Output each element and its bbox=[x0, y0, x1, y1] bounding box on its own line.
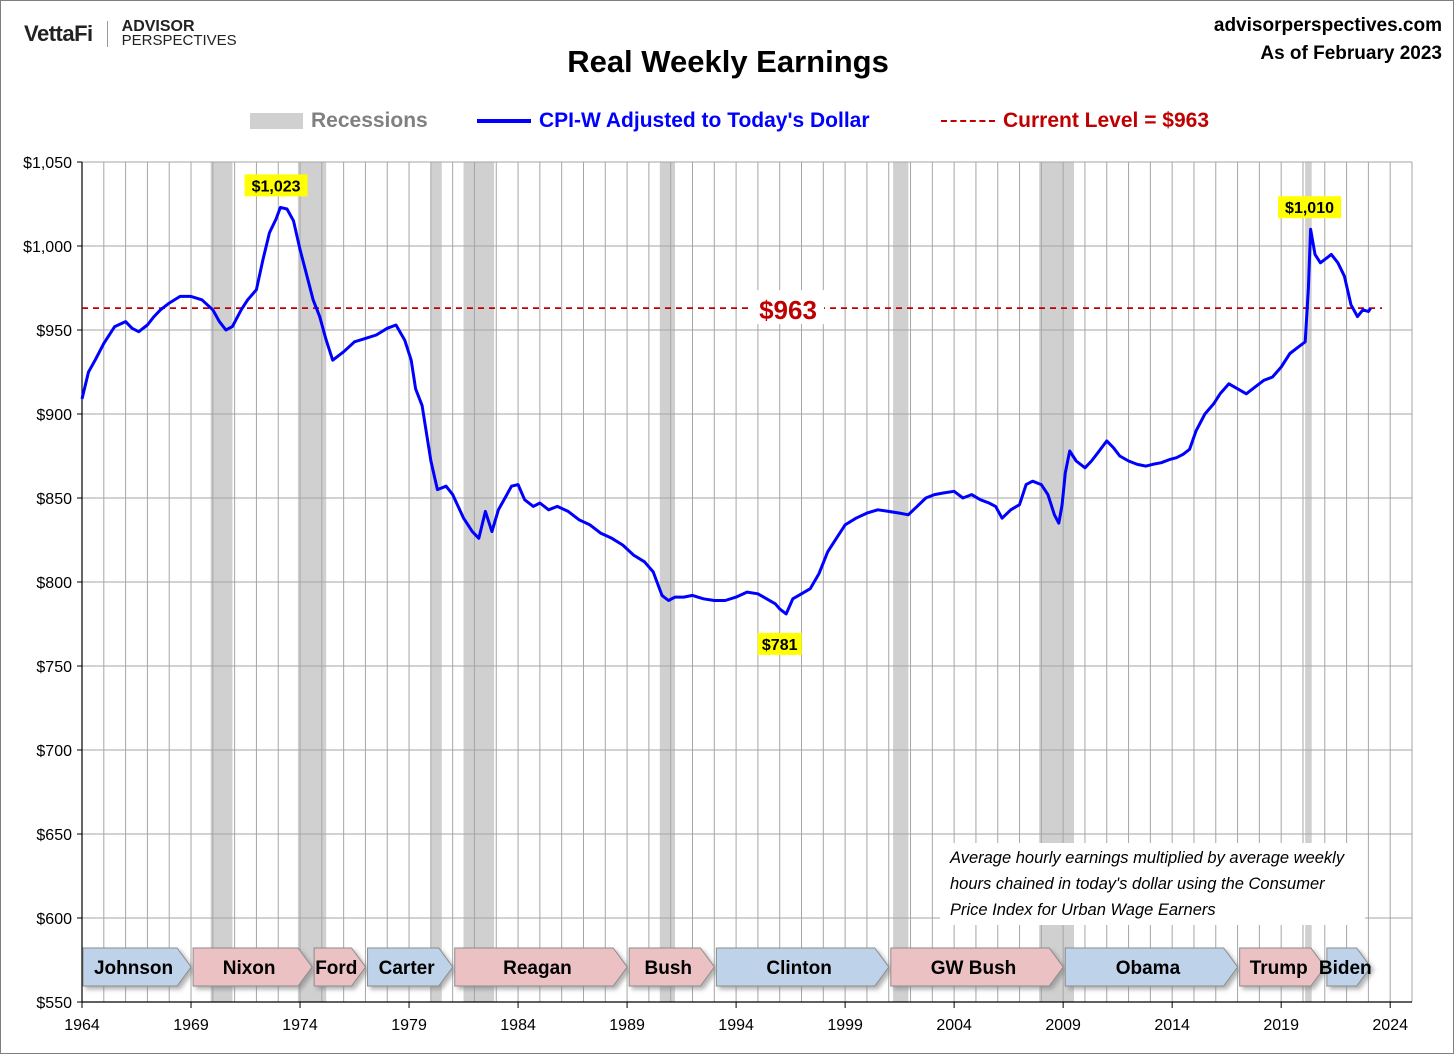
logo-divider bbox=[106, 21, 108, 47]
x-tick-label: 1999 bbox=[827, 1017, 863, 1034]
president-term-arrow bbox=[628, 947, 716, 987]
x-tick-label: 1979 bbox=[391, 1017, 427, 1034]
y-tick-label: $850 bbox=[36, 491, 72, 508]
president-bands: Johnson Nixon Ford Carter Reagan Bush Clinton G… bbox=[82, 947, 1372, 987]
legend-current-level-label: Current Level = $963 bbox=[1003, 109, 1210, 132]
president-name-label: Nixon bbox=[223, 958, 276, 979]
president-name-label: Biden bbox=[1319, 958, 1372, 979]
site-url: advisorperspectives.com bbox=[1213, 15, 1442, 36]
callout-label: $781 bbox=[762, 637, 798, 654]
x-tick-label: 1989 bbox=[609, 1017, 645, 1034]
president-term-arrow bbox=[313, 947, 367, 987]
legend-recessions-label: Recessions bbox=[311, 109, 428, 132]
chart-title: Real Weekly Earnings bbox=[567, 44, 889, 79]
y-tick-label: $650 bbox=[36, 827, 72, 844]
annotations: $1,023 $1,010 $781 bbox=[244, 174, 1342, 655]
legend-current-level: Current Level = $963 bbox=[941, 106, 1209, 136]
grid-lines bbox=[81, 161, 1413, 1003]
president-term-arrow bbox=[715, 947, 890, 987]
advisor-perspectives-logo: ADVISOR PERSPECTIVES bbox=[121, 18, 237, 49]
y-tick-label: $800 bbox=[36, 575, 72, 592]
series-line bbox=[80, 205, 1372, 616]
president-term-arrow bbox=[1239, 947, 1326, 987]
y-tick-label: $900 bbox=[36, 407, 72, 424]
x-tick-label: 1974 bbox=[282, 1017, 318, 1034]
president-name-label: Johnson bbox=[94, 958, 173, 979]
president-term-arrow bbox=[1064, 947, 1239, 987]
president-term-arrow bbox=[192, 947, 313, 987]
y-tick-label: $550 bbox=[36, 995, 72, 1012]
callout-label: $1,010 bbox=[1285, 200, 1334, 217]
logo-line-1: ADVISOR bbox=[121, 18, 195, 35]
x-tick-label: 2024 bbox=[1372, 1017, 1408, 1034]
current-level-label-bg bbox=[752, 290, 824, 325]
x-tick-label: 1969 bbox=[173, 1017, 209, 1034]
vettafi-logo: VettaFi bbox=[24, 21, 93, 46]
current-level-swatch bbox=[941, 120, 995, 122]
callout-label: $1,023 bbox=[252, 178, 301, 195]
x-tick-label: 1994 bbox=[718, 1017, 754, 1034]
current-level-label: $963 bbox=[759, 295, 817, 325]
x-tick-label: 2004 bbox=[936, 1017, 972, 1034]
callout-box bbox=[244, 174, 308, 197]
x-tick-label: 2019 bbox=[1263, 1017, 1299, 1034]
tick-labels: $550 $600 $650 $700 $750 $800 $850 $900 $950 $1,0… bbox=[23, 155, 1408, 1034]
x-tick-label: 2014 bbox=[1154, 1017, 1190, 1034]
y-tick-label: $600 bbox=[36, 911, 72, 928]
series-lines bbox=[80, 205, 1372, 616]
y-tick-label: $1,000 bbox=[23, 239, 72, 256]
president-name-label: Clinton bbox=[766, 958, 831, 979]
x-tick-label: 1984 bbox=[500, 1017, 536, 1034]
callout-box bbox=[1278, 196, 1342, 219]
president-name-label: Carter bbox=[379, 958, 436, 979]
y-tick-label: $700 bbox=[36, 743, 72, 760]
president-name-label: Ford bbox=[315, 958, 357, 979]
legend-series: CPI-W Adjusted to Today's Dollar bbox=[477, 106, 870, 136]
president-term-arrow bbox=[1326, 947, 1372, 987]
chart-legend: Recessions CPI-W Adjusted to Today's Dol… bbox=[0, 106, 1456, 136]
recession-swatch bbox=[250, 113, 303, 129]
series-swatch bbox=[477, 119, 531, 123]
y-tick-label: $950 bbox=[36, 323, 72, 340]
current-level-line: $963 bbox=[82, 290, 1382, 325]
x-tick-label: 1964 bbox=[64, 1017, 100, 1034]
president-term-arrow bbox=[890, 947, 1064, 987]
president-term-arrow bbox=[82, 947, 192, 987]
as-of-date: As of February 2023 bbox=[1260, 43, 1442, 64]
methodology-note: Average hourly earnings multiplied by av… bbox=[940, 843, 1365, 925]
president-name-label: Trump bbox=[1250, 958, 1308, 979]
y-tick-label: $750 bbox=[36, 659, 72, 676]
legend-recessions: Recessions bbox=[250, 106, 428, 136]
president-term-arrow bbox=[367, 947, 454, 987]
axes bbox=[77, 161, 1412, 1008]
x-tick-label: 2009 bbox=[1045, 1017, 1081, 1034]
president-name-label: Obama bbox=[1116, 958, 1181, 979]
callout-box bbox=[757, 632, 802, 655]
source-info: advisorperspectives.com As of February 2… bbox=[1214, 12, 1442, 68]
president-name-label: Reagan bbox=[503, 958, 572, 979]
president-term-arrow bbox=[454, 947, 628, 987]
president-name-label: Bush bbox=[645, 958, 693, 979]
logo-line-2: PERSPECTIVES bbox=[121, 32, 237, 49]
president-name-label: GW Bush bbox=[931, 958, 1017, 979]
legend-series-label: CPI-W Adjusted to Today's Dollar bbox=[539, 109, 870, 132]
y-tick-label: $1,050 bbox=[23, 155, 72, 172]
brand-logo: VettaFi ADVISOR PERSPECTIVES bbox=[24, 18, 237, 49]
